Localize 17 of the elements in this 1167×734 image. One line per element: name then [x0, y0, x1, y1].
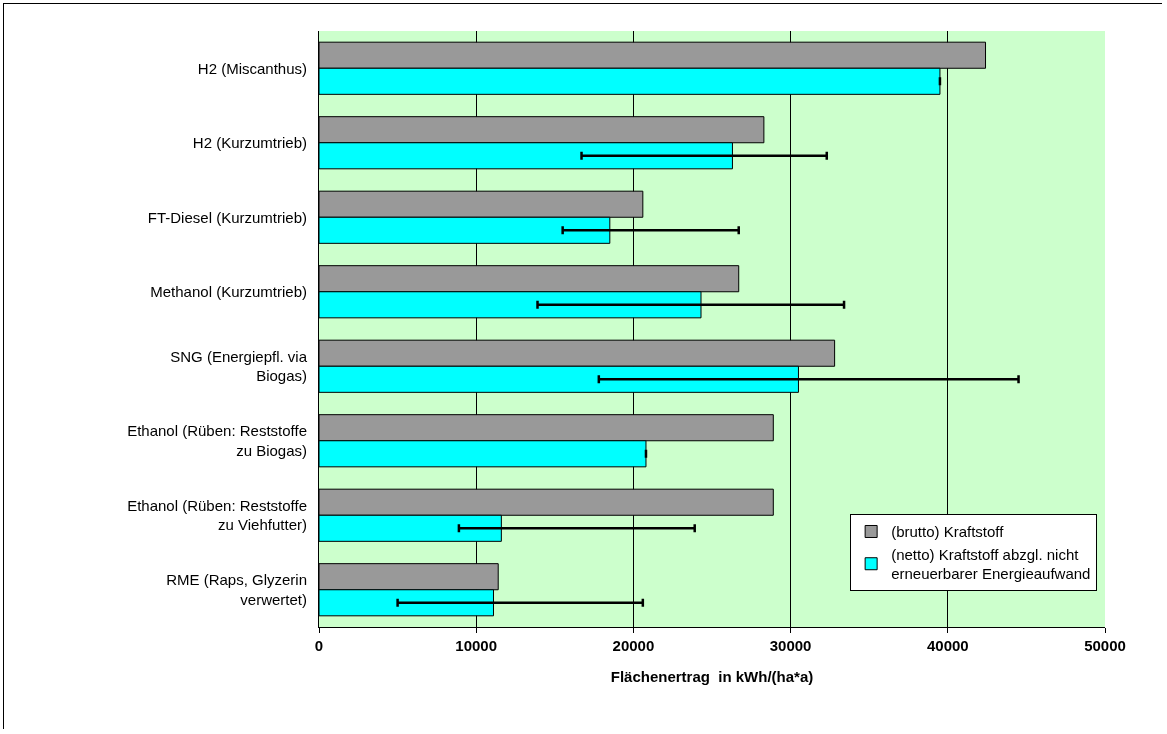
x-tick-label: 20000: [612, 637, 655, 654]
x-tick-label: 50000: [1084, 637, 1126, 654]
x-tick-label: 40000: [926, 637, 969, 654]
y-tick-label: H2 (Kurzumtrieb): [192, 134, 307, 151]
y-tick-label: FT-Diesel (Kurzumtrieb): [147, 208, 307, 226]
x-tick-label: 0: [314, 637, 324, 654]
y-tick-label: Ethanol (Rüben: Reststoffe zu Biogas): [127, 422, 307, 459]
y-tick-label: H2 (Miscanthus): [197, 59, 307, 77]
y-tick-label: RME (Raps, Glyzerin verwertet): [166, 571, 307, 608]
y-tick-label: Methanol (Kurzumtrieb): [150, 283, 307, 300]
legend-label: (netto) Kraftstoff abzgl. nicht erneuerbarer Energieaufwand: [891, 545, 1091, 583]
x-axis-title: Flächenertrag in kWh/(ha*a): [610, 668, 814, 685]
x-tick-label: 10000: [455, 637, 498, 654]
y-tick-label: Ethanol (Rüben: Reststoffe zu Viehfutter): [127, 496, 307, 534]
x-tick-label: 30000: [769, 637, 812, 654]
y-tick-label: SNG (Energiepfl. via Biogas): [170, 347, 308, 385]
legend-label: (brutto) Kraftstoff: [891, 523, 1005, 541]
